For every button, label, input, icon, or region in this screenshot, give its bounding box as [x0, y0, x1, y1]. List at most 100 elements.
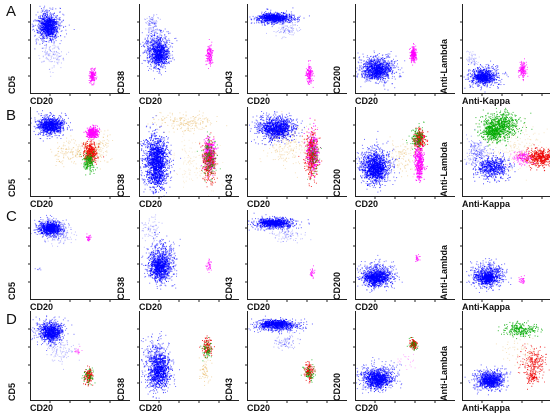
x-axis-label: CD20 — [139, 96, 162, 106]
axis-lines — [460, 311, 550, 403]
axis-lines — [28, 311, 130, 403]
panel-c-kappa-lambda: Anti-Kappa Anti-Lambda — [439, 210, 550, 312]
scatter-plot — [460, 4, 550, 96]
y-axis-label: CD5 — [7, 383, 17, 401]
panel-a-cd20-cd43: CD20 CD43 — [224, 4, 347, 106]
panel-c-cd20-cd43: CD20 CD43 — [224, 210, 347, 312]
panel-d-cd20-cd43: CD20 CD43 — [224, 311, 347, 413]
row-label-c: C — [6, 208, 17, 225]
scatter-plot — [28, 107, 130, 199]
event-dots — [139, 110, 228, 198]
scatter-plot — [460, 210, 550, 302]
scatter-plot — [353, 311, 455, 403]
x-axis-label: CD20 — [30, 403, 53, 413]
event-dots — [30, 214, 92, 271]
scatter-plot — [460, 107, 550, 199]
axis-lines — [245, 210, 347, 302]
panel-a-cd20-cd38: CD20 CD38 — [116, 4, 239, 106]
axis-lines — [137, 107, 239, 199]
y-axis-label: CD200 — [332, 272, 342, 300]
panel-d-cd20-cd38: CD20 CD38 — [116, 311, 239, 413]
scatter-plot — [28, 4, 130, 96]
panel-a-cd20-cd200: CD20 CD200 — [332, 4, 455, 106]
axis-lines — [137, 4, 239, 96]
event-dots — [249, 7, 315, 88]
x-axis-label: CD20 — [139, 199, 162, 209]
x-axis-label: CD20 — [247, 96, 270, 106]
scatter-plot — [245, 311, 347, 403]
y-axis-label: CD38 — [116, 378, 126, 401]
y-axis-label: Anti-Lambda — [439, 39, 449, 94]
axis-lines — [460, 4, 550, 96]
x-axis-label: CD20 — [355, 199, 378, 209]
axis-lines — [137, 311, 239, 403]
x-axis-label: CD20 — [355, 302, 378, 312]
scatter-plot — [137, 4, 239, 96]
event-dots — [356, 337, 419, 394]
x-axis-label: CD20 — [30, 96, 53, 106]
y-axis-label: Anti-Lambda — [439, 346, 449, 401]
axis-lines — [353, 107, 455, 199]
y-axis-label: CD5 — [7, 282, 17, 300]
x-axis-label: CD20 — [247, 302, 270, 312]
y-axis-label: CD200 — [332, 169, 342, 197]
scatter-plot — [245, 210, 347, 302]
panel-a-kappa-lambda: Anti-Kappa Anti-Lambda — [439, 4, 550, 106]
panel-b-kappa-lambda: Anti-Kappa Anti-Lambda — [439, 107, 550, 209]
x-axis-label: Anti-Kappa — [462, 403, 510, 413]
event-dots — [463, 50, 529, 93]
scatter-plot — [137, 311, 239, 403]
event-dots — [141, 214, 212, 290]
x-axis-label: CD20 — [355, 403, 378, 413]
x-axis-label: Anti-Kappa — [462, 96, 510, 106]
panel-c-cd20-cd200: CD20 CD200 — [332, 210, 455, 312]
event-dots — [355, 43, 418, 91]
event-dots — [466, 258, 525, 293]
event-dots — [247, 212, 316, 279]
y-axis-label: CD43 — [224, 174, 234, 197]
axis-lines — [28, 4, 130, 96]
x-axis-label: Anti-Kappa — [462, 199, 510, 209]
y-axis-label: CD43 — [224, 378, 234, 401]
x-axis-label: CD20 — [247, 403, 270, 413]
event-dots — [248, 315, 316, 384]
event-dots — [249, 111, 323, 187]
x-axis-label: CD20 — [30, 302, 53, 312]
y-axis-label: CD43 — [224, 277, 234, 300]
y-axis-label: Anti-Lambda — [439, 142, 449, 197]
axis-lines — [353, 311, 455, 403]
event-dots — [30, 110, 114, 176]
event-dots — [30, 315, 96, 387]
y-axis-label: CD43 — [224, 71, 234, 94]
axis-lines — [245, 107, 347, 199]
event-dots — [356, 121, 429, 193]
axis-lines — [28, 210, 130, 302]
axis-lines — [353, 210, 455, 302]
scatter-plot — [353, 107, 455, 199]
panel-a-cd20-cd5: CD20 CD5 — [7, 4, 130, 106]
scatter-plot — [137, 107, 239, 199]
row-label-b: B — [6, 107, 16, 124]
scatter-plot — [245, 107, 347, 199]
event-dots — [140, 331, 215, 399]
scatter-plot — [28, 311, 130, 403]
axis-lines — [460, 107, 550, 199]
event-dots — [464, 107, 550, 185]
axis-lines — [28, 107, 130, 199]
x-axis-label: CD20 — [30, 199, 53, 209]
axis-lines — [245, 311, 347, 403]
y-axis-label: CD200 — [332, 373, 342, 401]
y-axis-label: CD38 — [116, 277, 126, 300]
event-dots — [464, 320, 550, 396]
scatter-plot — [353, 4, 455, 96]
x-axis-label: CD20 — [247, 199, 270, 209]
scatter-plot — [137, 210, 239, 302]
panel-d-cd20-cd5: CD20 CD5 — [7, 311, 130, 413]
x-axis-label: CD20 — [355, 96, 378, 106]
scatter-plot — [245, 4, 347, 96]
y-axis-label: CD5 — [7, 76, 17, 94]
x-axis-label: CD20 — [139, 403, 162, 413]
event-dots — [139, 14, 214, 80]
y-axis-label: CD38 — [116, 71, 126, 94]
